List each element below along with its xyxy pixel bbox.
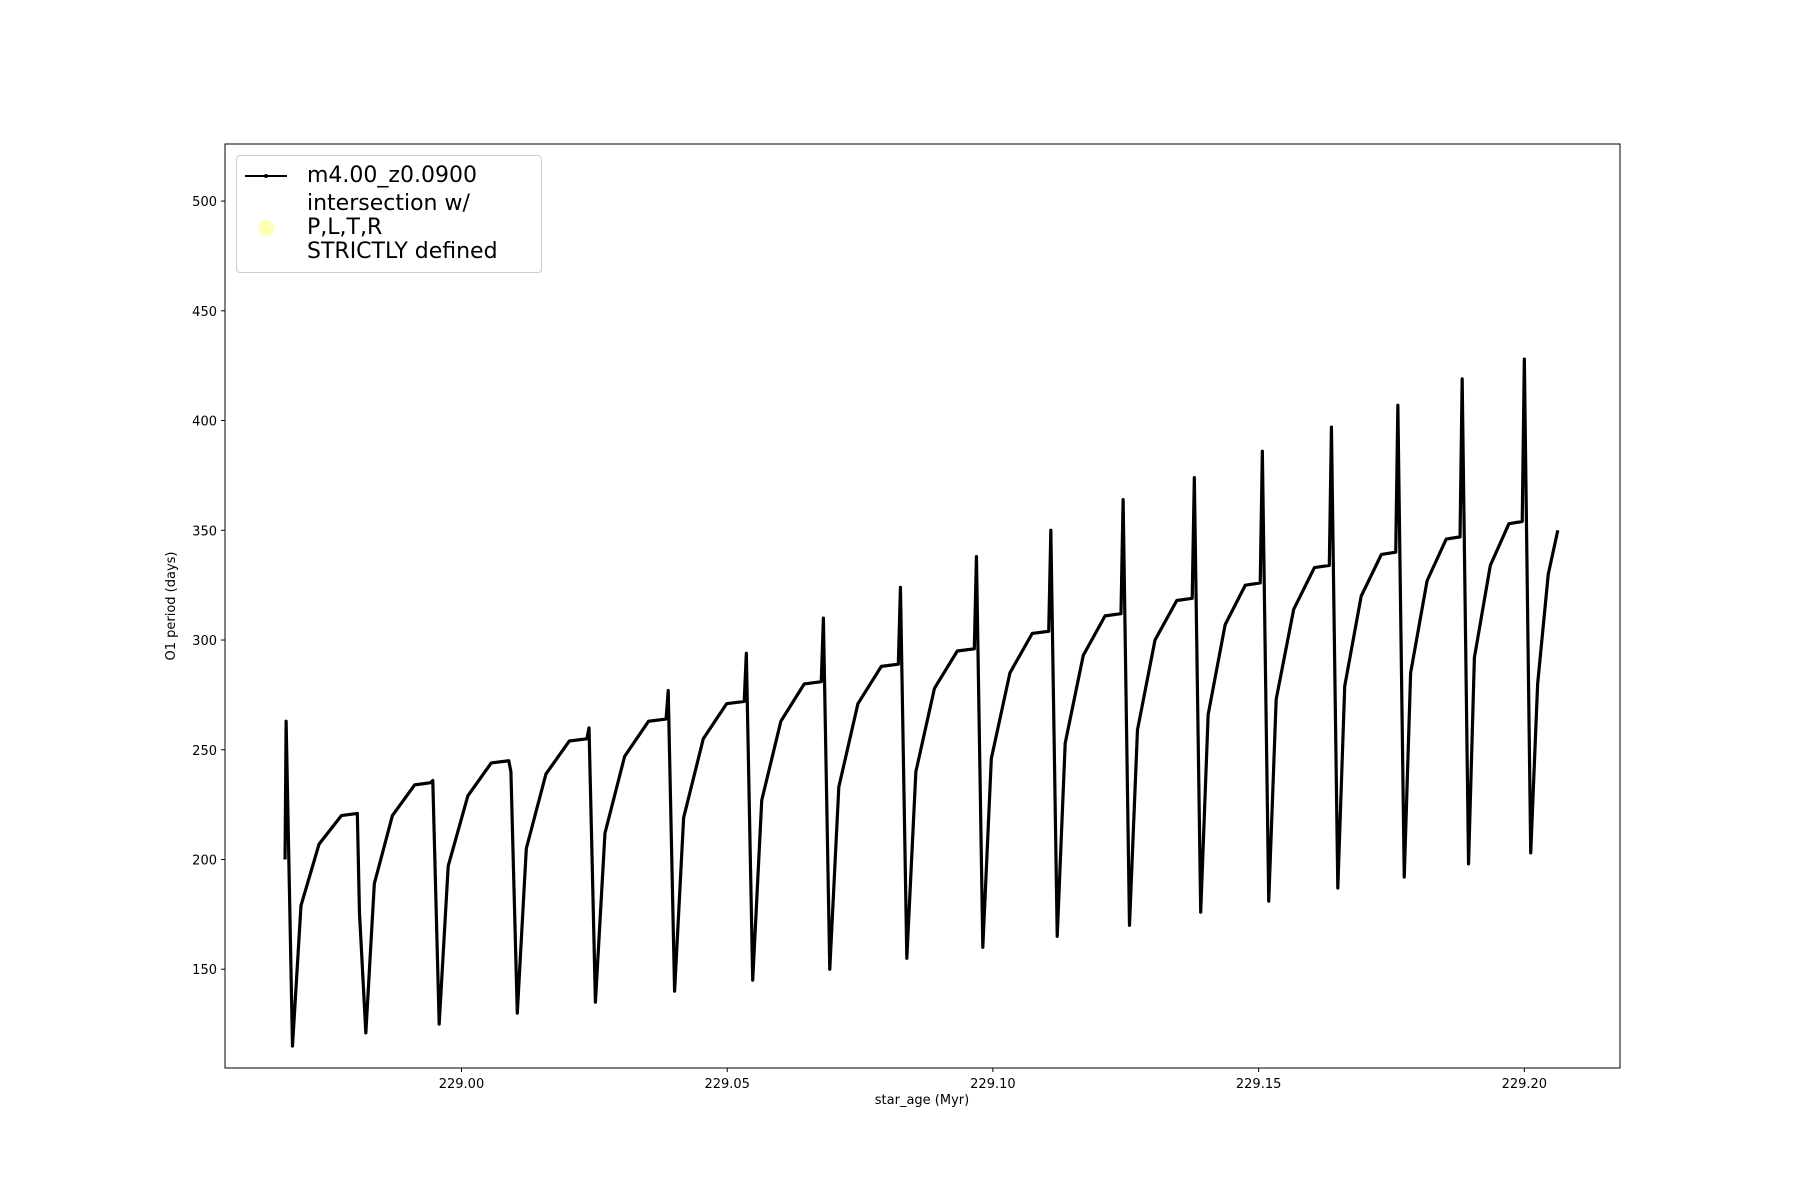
legend-entry: intersection w/ P,L,T,R STRICTLY defined <box>237 192 541 264</box>
y-tick-label: 400 <box>192 415 217 430</box>
legend-entry: m4.00_z0.0900 <box>237 162 541 190</box>
legend: m4.00_z0.0900 intersection w/ P,L,T,R STR… <box>236 155 542 273</box>
legend-label: intersection w/ P,L,T,R STRICTLY defined <box>307 191 498 264</box>
x-tick-label: 229.15 <box>1236 1077 1282 1092</box>
x-tick-label: 229.00 <box>439 1077 485 1092</box>
y-tick-label: 200 <box>192 853 217 868</box>
y-tick-label: 450 <box>192 305 217 320</box>
legend-marker <box>258 220 274 236</box>
x-tick-label: 229.10 <box>970 1077 1016 1092</box>
y-tick-label: 300 <box>192 634 217 649</box>
y-tick-label: 350 <box>192 524 217 539</box>
x-axis-label: star_age (Myr) <box>875 1093 969 1108</box>
legend-marker <box>264 174 268 178</box>
y-axis-label: O1 period (days) <box>164 551 179 660</box>
y-tick-label: 250 <box>192 744 217 759</box>
legend-key <box>258 220 274 236</box>
legend-key <box>245 174 287 178</box>
plot-frame <box>224 143 1621 1069</box>
x-tick-label: 229.05 <box>704 1077 750 1092</box>
y-tick-label: 150 <box>192 963 217 978</box>
x-tick-label: 229.20 <box>1502 1077 1548 1092</box>
data-line <box>283 357 1560 1048</box>
legend-label: m4.00_z0.0900 <box>307 163 477 188</box>
y-tick-label: 500 <box>192 195 217 210</box>
